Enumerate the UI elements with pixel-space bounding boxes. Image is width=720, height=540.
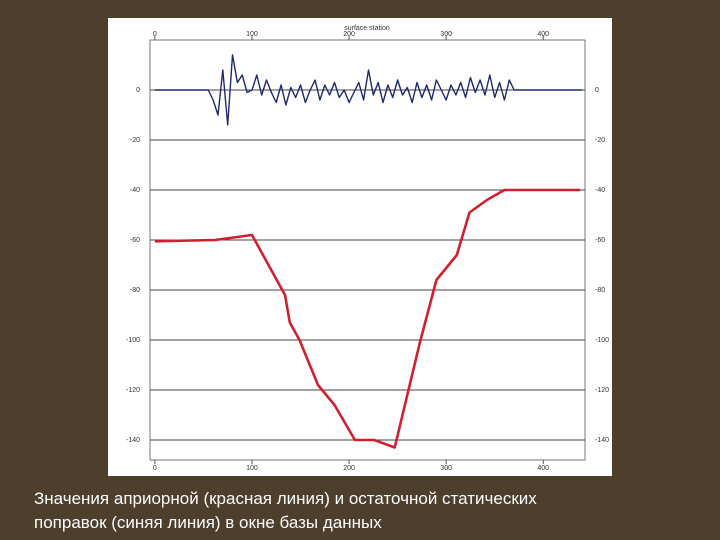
series-line (154, 54, 583, 126)
x-tick-label-top: 200 (343, 31, 355, 38)
x-tick-label: 400 (537, 465, 549, 472)
y2-tick-label: -60 (595, 237, 605, 244)
y2-tick-label: 0 (595, 87, 599, 94)
x-tick-label: 200 (343, 465, 355, 472)
x-tick-label: 100 (246, 465, 258, 472)
y-tick-label: -140 (126, 437, 140, 444)
x-tick-label: 0 (153, 465, 157, 472)
y2-tick-label: -80 (595, 287, 605, 294)
caption-line: поправок (синяя линия) в окне базы данны… (34, 513, 382, 532)
y-tick-label: -80 (130, 287, 140, 294)
plot-frame (149, 39, 586, 461)
x-tick-label-top: 100 (246, 31, 258, 38)
y-tick-label: -120 (126, 387, 140, 394)
x-tick-label-top: 0 (153, 31, 157, 38)
y2-tick-label: -100 (595, 337, 609, 344)
series-line (154, 188, 581, 449)
y2-tick-label: -20 (595, 137, 605, 144)
y-tick-label: -100 (126, 337, 140, 344)
y2-tick-label: -140 (595, 437, 609, 444)
y2-tick-label: -120 (595, 387, 609, 394)
top-axis-label: surface station (344, 25, 390, 32)
y-tick-label: -60 (130, 237, 140, 244)
chart-panel (108, 18, 612, 476)
x-tick-label-top: 300 (440, 31, 452, 38)
y-tick-label: -40 (130, 187, 140, 194)
x-tick-label: 300 (440, 465, 452, 472)
y-tick-label: 0 (136, 87, 140, 94)
x-tick-label-top: 400 (537, 31, 549, 38)
caption-line: Значения априорной (красная линия) и ост… (34, 489, 537, 508)
y2-tick-label: -40 (595, 187, 605, 194)
y-tick-label: -20 (130, 137, 140, 144)
